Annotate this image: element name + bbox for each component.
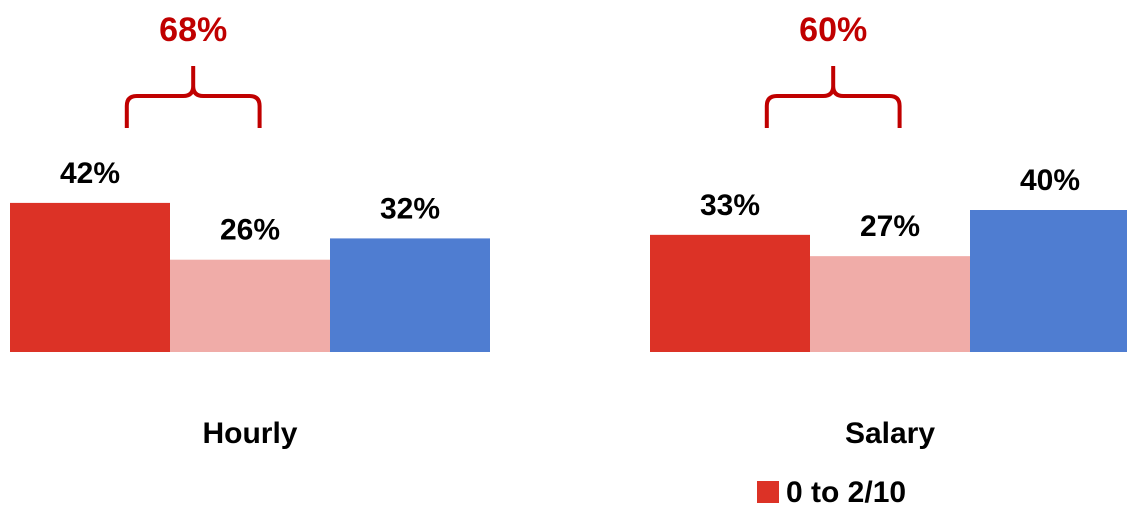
bar-salary-series-1 — [810, 256, 970, 352]
bracket-label-hourly: 68% — [159, 11, 227, 49]
bar-salary-series-2 — [970, 210, 1127, 352]
bracket-salary — [764, 66, 902, 128]
bar-hourly-series-1 — [170, 259, 330, 352]
category-label-hourly: Hourly — [202, 417, 297, 450]
data-label-salary-series-2: 40% — [1020, 164, 1080, 197]
bar-hourly-series-0 — [10, 202, 170, 352]
legend-swatch-0 — [757, 481, 779, 503]
data-label-salary-series-0: 33% — [700, 189, 760, 222]
data-label-salary-series-1: 27% — [860, 210, 920, 243]
bar-salary-series-0 — [650, 234, 810, 352]
data-label-hourly-series-1: 26% — [220, 214, 280, 247]
data-label-hourly-series-0: 42% — [60, 157, 120, 190]
legend-label-0: 0 to 2/10 — [786, 476, 906, 507]
data-label-hourly-series-2: 32% — [380, 192, 440, 225]
bracket-hourly — [124, 66, 262, 128]
category-label-salary: Salary — [845, 417, 935, 450]
bar-hourly-series-2 — [330, 238, 490, 352]
bracket-label-salary: 60% — [799, 11, 867, 49]
